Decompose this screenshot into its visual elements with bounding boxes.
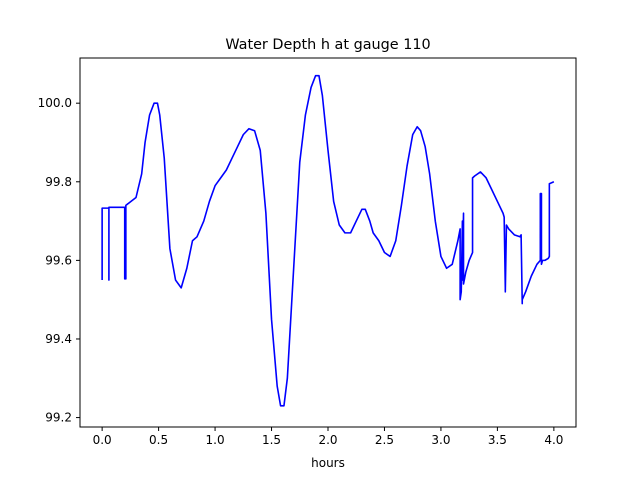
y-tick-label: 99.6 xyxy=(45,253,72,267)
x-axis-ticks: 0.0 0.5 1.0 1.5 2.0 2.5 3.0 3.5 4.0 xyxy=(93,427,563,447)
x-tick-label: 3.5 xyxy=(488,433,507,447)
plot-area xyxy=(101,74,555,407)
x-tick-label: 1.0 xyxy=(206,433,225,447)
x-tick-label: 1.5 xyxy=(262,433,281,447)
x-tick-label: 0.5 xyxy=(149,433,168,447)
series-line-0 xyxy=(101,74,555,407)
y-tick-label: 99.2 xyxy=(45,411,72,425)
y-tick-label: 99.4 xyxy=(45,332,72,346)
x-tick-label: 3.0 xyxy=(431,433,450,447)
chart-title: Water Depth h at gauge 110 xyxy=(225,37,430,53)
x-tick-label: 2.0 xyxy=(318,433,337,447)
y-axis-ticks: 99.2 99.4 99.6 99.8 100.0 xyxy=(38,96,80,425)
x-tick-label: 4.0 xyxy=(544,433,563,447)
x-tick-label: 0.0 xyxy=(93,433,112,447)
axes-frame xyxy=(79,57,577,428)
x-tick-label: 2.5 xyxy=(375,433,394,447)
y-tick-label: 99.8 xyxy=(45,175,72,189)
y-tick-label: 100.0 xyxy=(38,96,72,110)
x-axis-title: hours xyxy=(311,456,345,470)
